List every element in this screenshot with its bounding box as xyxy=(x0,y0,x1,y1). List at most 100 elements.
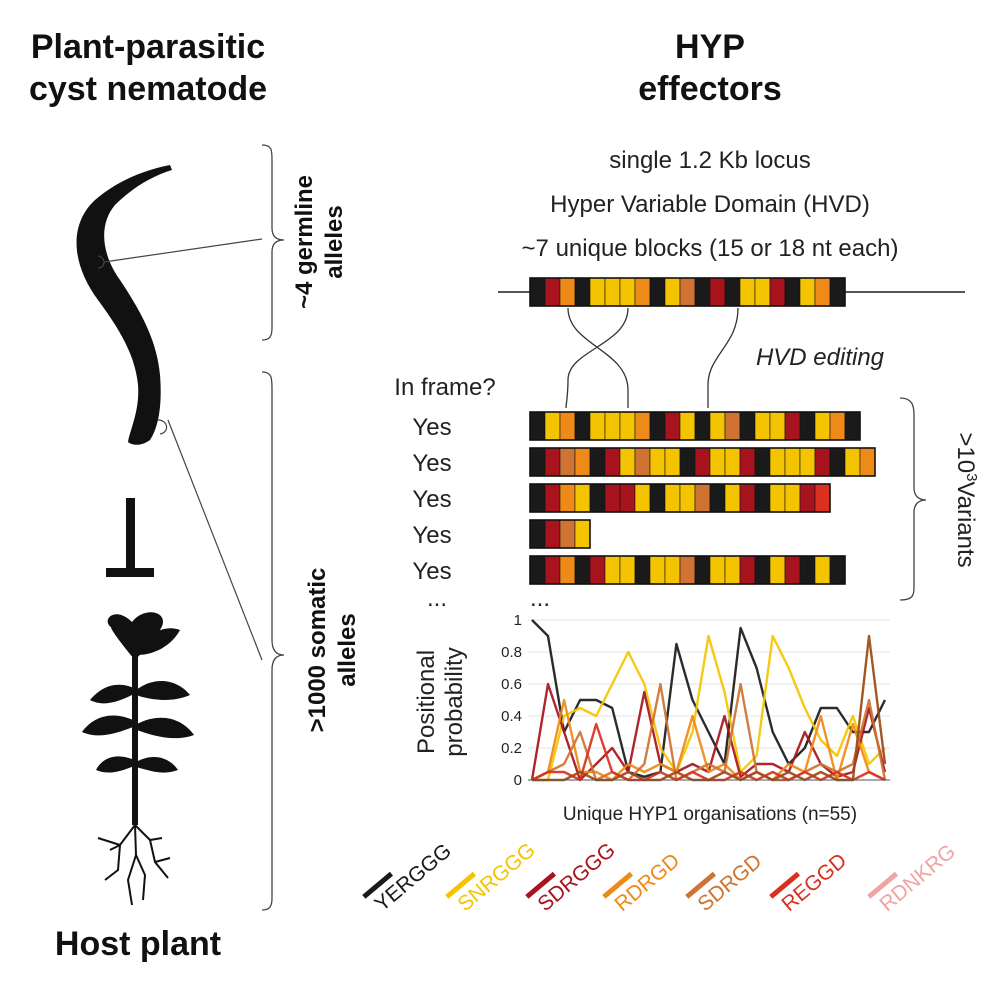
variant-strip-outline xyxy=(529,519,591,549)
variants-exponent: 3 xyxy=(963,473,980,481)
block-yerggg xyxy=(589,483,606,513)
block-sdrgd xyxy=(559,519,576,549)
somatic-connector-line xyxy=(167,419,263,661)
chart-y-tick-label: 0 xyxy=(514,772,522,789)
variants-brace xyxy=(899,397,927,601)
block-sdrggg xyxy=(784,555,801,585)
positional-probability-chart: 0 0.2 0.4 0.6 0.8 1 xyxy=(501,612,890,789)
block-yerggg xyxy=(739,411,756,441)
block-snrggg xyxy=(799,447,816,477)
block-sdrggg xyxy=(589,555,606,585)
block-snrggg xyxy=(709,555,726,585)
legend-swatch xyxy=(602,871,634,899)
block-yerggg xyxy=(574,555,591,585)
block-sdrggg xyxy=(544,447,561,477)
variant-strip xyxy=(529,519,591,549)
block-sdrggg xyxy=(664,411,681,441)
block-sdrgd xyxy=(559,447,576,477)
somatic-label-line-2: alleles xyxy=(334,613,361,686)
block-sdrggg xyxy=(739,447,756,477)
block-sdrgd xyxy=(634,447,651,477)
legend-item-snrggg: SNRGGG xyxy=(445,838,540,916)
block-yerggg xyxy=(694,277,711,307)
block-snrggg xyxy=(664,447,681,477)
germline-block-strip xyxy=(529,277,846,307)
block-snrggg xyxy=(664,483,681,513)
block-yerggg xyxy=(709,483,726,513)
germline-tick xyxy=(97,255,105,269)
block-rdrgd xyxy=(574,447,591,477)
germline-label: ~4 germline alleles xyxy=(291,175,348,309)
block-snrggg xyxy=(814,555,831,585)
legend-item-sdrggg: SDRGGG xyxy=(525,838,620,916)
svg-text:>103Variants: >103Variants xyxy=(952,432,980,567)
block-rdrgd xyxy=(814,277,831,307)
legend-swatch xyxy=(769,871,801,899)
ellipsis-right: ... xyxy=(530,585,550,612)
hyp-title-line-2: effectors xyxy=(638,70,782,108)
block-snrggg xyxy=(649,555,666,585)
locus-description: single 1.2 Kb locus xyxy=(609,147,810,174)
block-yerggg xyxy=(829,555,846,585)
block-yerggg xyxy=(829,277,846,307)
block-snrggg xyxy=(619,277,636,307)
block-snrggg xyxy=(709,411,726,441)
block-sdrggg xyxy=(544,483,561,513)
germline-strip-outline xyxy=(529,277,846,307)
block-sdrggg xyxy=(694,447,711,477)
chart-series-sdrgd xyxy=(531,682,887,782)
block-snrggg xyxy=(769,555,786,585)
block-sdrggg xyxy=(814,447,831,477)
block-snrggg xyxy=(589,277,606,307)
chart-series-yerggg xyxy=(531,619,887,778)
block-snrggg xyxy=(799,277,816,307)
variants-label: >103Variants xyxy=(952,432,980,567)
block-yerggg xyxy=(649,277,666,307)
legend-swatch xyxy=(685,871,717,899)
chart-y-label-line-2: probability xyxy=(441,647,468,756)
block-sdrggg xyxy=(544,555,561,585)
block-snrggg xyxy=(634,483,651,513)
block-yerggg xyxy=(649,411,666,441)
block-yerggg xyxy=(529,555,546,585)
in-frame-value: Yes xyxy=(412,414,451,441)
block-yerggg xyxy=(829,447,846,477)
nematode-title-line-2: cyst nematode xyxy=(29,70,267,108)
hyp-title-line-1: HYP xyxy=(675,28,745,66)
legend-swatch xyxy=(445,871,477,899)
block-snrggg xyxy=(664,555,681,585)
variant-strip-outline xyxy=(529,555,846,585)
hvd-editing-curves xyxy=(565,307,739,409)
chart-y-tick-label: 0.4 xyxy=(501,708,522,725)
block-snrggg xyxy=(604,411,621,441)
block-yerggg xyxy=(754,555,771,585)
plant-icon xyxy=(82,612,194,906)
chart-series-lines xyxy=(530,619,887,782)
block-yerggg xyxy=(529,447,546,477)
variant-strip-outline xyxy=(529,483,831,513)
block-rdrgd xyxy=(559,483,576,513)
block-rdrgd xyxy=(634,277,651,307)
in-frame-header: In frame? xyxy=(394,374,495,401)
block-sdrggg xyxy=(544,277,561,307)
block-sdrgd xyxy=(694,483,711,513)
chart-y-label-line-1: Positional xyxy=(413,650,440,754)
nematode-icon xyxy=(76,165,172,445)
block-snrggg xyxy=(619,447,636,477)
block-yerggg xyxy=(529,483,546,513)
variants-count: >10 xyxy=(952,432,979,473)
block-yerggg xyxy=(844,411,861,441)
legend-item-yerggg: YERGGG xyxy=(362,839,456,916)
block-yerggg xyxy=(529,411,546,441)
block-yerggg xyxy=(574,277,591,307)
block-snrggg xyxy=(739,277,756,307)
germline-label-line-2: alleles xyxy=(321,205,348,278)
block-yerggg xyxy=(694,555,711,585)
variant-strip-outline xyxy=(529,447,876,477)
block-sdrggg xyxy=(544,519,561,549)
somatic-label-line-1: >1000 somatic xyxy=(304,568,331,733)
chart-series-rdrgd xyxy=(531,698,886,782)
block-rdrgd xyxy=(634,411,651,441)
block-yerggg xyxy=(754,447,771,477)
